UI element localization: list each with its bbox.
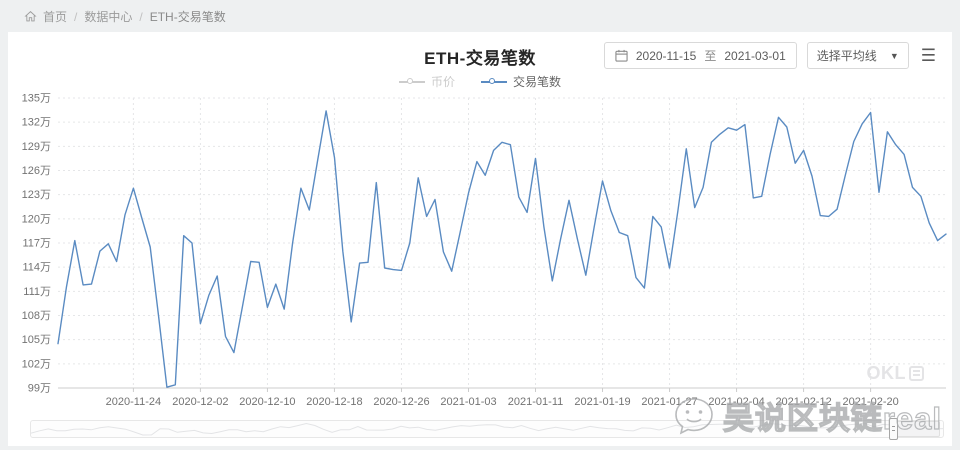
breadcrumb-item[interactable]: 首页: [43, 9, 68, 24]
svg-text:2021-02-20: 2021-02-20: [842, 396, 898, 408]
svg-text:105万: 105万: [22, 334, 51, 346]
breadcrumb-item[interactable]: 数据中心: [84, 9, 133, 24]
svg-text:120万: 120万: [22, 213, 51, 225]
svg-text:114万: 114万: [22, 262, 51, 274]
legend-item-active[interactable]: 交易笔数: [481, 73, 561, 90]
home-icon[interactable]: [24, 10, 37, 23]
svg-text:2020-12-18: 2020-12-18: [306, 396, 362, 408]
svg-text:135万: 135万: [22, 93, 51, 105]
svg-text:123万: 123万: [22, 189, 51, 201]
svg-text:2020-11-24: 2020-11-24: [106, 396, 161, 408]
date-range-picker[interactable]: 2020-11-15 至 2021-03-01: [603, 42, 797, 69]
legend-label: 币价: [430, 75, 455, 89]
svg-text:126万: 126万: [22, 165, 51, 177]
svg-text:2021-02-12: 2021-02-12: [775, 396, 831, 408]
oklink-watermark-text: OKL: [866, 363, 906, 383]
chart-card: ETH-交易笔数 2020-11-15 至 2021-03-01 选择平均线 ▼…: [8, 32, 952, 446]
svg-text:111万: 111万: [23, 286, 51, 298]
line-chart: 99万 102万 105万 108万 111万 114万 117万 120万 123万 126万 1…: [8, 88, 952, 420]
svg-text:2020-12-10: 2020-12-10: [239, 396, 295, 408]
svg-text:129万: 129万: [22, 141, 51, 153]
datazoom-track[interactable]: [30, 420, 944, 438]
svg-text:132万: 132万: [22, 117, 51, 129]
svg-text:102万: 102万: [22, 358, 51, 370]
breadcrumb-separator: /: [139, 9, 143, 24]
datazoom-thumb[interactable]: [891, 421, 941, 437]
svg-text:2021-01-11: 2021-01-11: [508, 396, 563, 408]
average-line-select[interactable]: 选择平均线 ▼: [806, 42, 909, 69]
oklink-grid-icon: [909, 366, 924, 381]
svg-text:117万: 117万: [22, 238, 51, 250]
chart-controls: 2020-11-15 至 2021-03-01 选择平均线 ▼ ☰: [603, 42, 938, 69]
svg-text:2021-01-19: 2021-01-19: [574, 396, 630, 408]
calendar-icon: [615, 49, 628, 62]
svg-text:2021-02-04: 2021-02-04: [708, 396, 764, 408]
svg-text:2021-01-03: 2021-01-03: [440, 396, 496, 408]
svg-text:99万: 99万: [28, 383, 51, 395]
svg-text:2020-12-26: 2020-12-26: [373, 396, 429, 408]
svg-text:108万: 108万: [22, 310, 51, 322]
datazoom-slider: [30, 418, 944, 440]
menu-icon[interactable]: ☰: [920, 46, 936, 65]
legend-item-inactive[interactable]: 币价: [398, 73, 455, 90]
chevron-down-icon: ▼: [889, 50, 899, 61]
breadcrumb-item: ETH-交易笔数: [149, 9, 226, 24]
oklink-watermark: OKL: [866, 363, 924, 384]
date-range-separator: 至: [704, 49, 717, 63]
svg-text:2020-12-02: 2020-12-02: [172, 396, 228, 408]
breadcrumb: 首页 / 数据中心 / ETH-交易笔数: [0, 0, 960, 32]
legend-line-marker-icon: [398, 77, 425, 86]
date-to-value[interactable]: 2021-03-01: [724, 48, 786, 63]
svg-text:2021-01-27: 2021-01-27: [641, 396, 697, 408]
legend-line-marker-icon: [481, 77, 507, 86]
chart-legend: 币价 交易笔数: [8, 73, 952, 90]
page-title: ETH-交易笔数: [424, 49, 536, 68]
date-from-value[interactable]: 2020-11-15: [635, 48, 697, 63]
average-line-select-value: 选择平均线: [816, 49, 877, 63]
breadcrumb-separator: /: [74, 9, 78, 24]
legend-label: 交易笔数: [513, 75, 562, 89]
datazoom-handle[interactable]: [888, 418, 898, 440]
